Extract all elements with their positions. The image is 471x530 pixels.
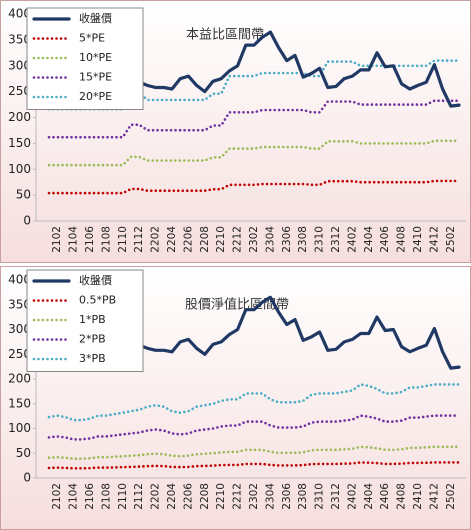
- x-tick-label: 2306: [281, 226, 293, 253]
- y-tick-label: 250: [8, 84, 31, 98]
- y-tick-label: 150: [8, 396, 31, 410]
- x-tick-label: 2312: [330, 226, 342, 253]
- x-tick-label: 2202: [150, 226, 162, 253]
- y-tick-label: 150: [8, 136, 31, 150]
- legend-box: [26, 7, 144, 110]
- y-tick-label: 100: [8, 162, 31, 176]
- y-tick-label: 200: [8, 372, 31, 386]
- chart-title: 本益比區間帶: [186, 28, 264, 43]
- legend-label: 5*PE: [79, 32, 105, 45]
- legend-label: 3*PB: [79, 352, 106, 365]
- y-tick-label: 50: [16, 188, 31, 202]
- x-tick-label: 2204: [166, 483, 178, 510]
- x-tick-label: 2306: [281, 483, 293, 510]
- legend-label: 15*PE: [79, 71, 112, 84]
- x-tick-label: 2308: [297, 226, 309, 253]
- y-tick-label: 0: [23, 214, 31, 228]
- x-tick-label: 2104: [68, 226, 80, 253]
- series-line: [47, 445, 461, 460]
- x-tick-label: 2210: [215, 226, 227, 253]
- x-tick-label: 2410: [412, 226, 424, 253]
- legend-label: 20*PE: [79, 90, 112, 103]
- series-line: [47, 461, 461, 470]
- x-tick-label: 2310: [314, 226, 326, 253]
- y-tick-label: 300: [8, 322, 31, 336]
- x-tick-label: 2304: [264, 483, 276, 510]
- x-tick-label: 2404: [363, 483, 375, 510]
- x-tick-label: 2406: [379, 226, 391, 253]
- x-tick-label: 2502: [445, 226, 457, 253]
- y-tick-label: 200: [8, 110, 31, 124]
- x-tick-label: 2106: [84, 483, 96, 510]
- legend-label: 2*PB: [79, 333, 106, 346]
- series-line: [47, 99, 461, 139]
- x-tick-label: 2412: [428, 483, 440, 510]
- x-tick-label: 2302: [248, 483, 260, 510]
- x-tick-label: 2502: [445, 483, 457, 510]
- x-tick-label: 2102: [51, 483, 63, 510]
- legend-box: [26, 269, 144, 372]
- legend-label: 收盤價: [79, 11, 112, 25]
- x-tick-label: 2208: [199, 226, 211, 253]
- y-tick-label: 350: [8, 32, 31, 46]
- x-tick-label: 2108: [100, 483, 112, 510]
- x-tick-label: 2206: [182, 483, 194, 510]
- x-tick-label: 2408: [396, 483, 408, 510]
- x-tick-label: 2110: [117, 226, 129, 253]
- x-tick-label: 2302: [248, 226, 260, 253]
- x-tick-label: 2412: [428, 226, 440, 253]
- series-line: [47, 179, 461, 195]
- x-tick-label: 2410: [412, 483, 424, 510]
- legend-label: 收盤價: [79, 273, 112, 287]
- x-tick-label: 2202: [150, 483, 162, 510]
- x-tick-label: 2406: [379, 483, 391, 510]
- x-tick-label: 2402: [346, 483, 358, 510]
- x-tick-label: 2308: [297, 483, 309, 510]
- legend-label: 10*PE: [79, 51, 112, 64]
- x-tick-label: 2212: [232, 226, 244, 253]
- x-tick-label: 2206: [182, 226, 194, 253]
- y-tick-label: 50: [16, 446, 31, 460]
- x-tick-label: 2112: [133, 483, 145, 510]
- y-tick-label: 0: [23, 471, 31, 485]
- y-tick-label: 400: [8, 7, 31, 21]
- x-tick-label: 2408: [396, 226, 408, 253]
- x-tick-label: 2402: [346, 226, 358, 253]
- legend-label: 1*PB: [79, 313, 106, 326]
- x-tick-label: 2108: [100, 226, 112, 253]
- x-tick-label: 2212: [232, 483, 244, 510]
- x-tick-label: 2104: [68, 483, 80, 510]
- y-tick-label: 350: [8, 297, 31, 311]
- x-tick-label: 2204: [166, 226, 178, 253]
- x-tick-label: 2106: [84, 226, 96, 253]
- y-tick-label: 100: [8, 421, 31, 435]
- x-tick-label: 2210: [215, 483, 227, 510]
- x-tick-label: 2404: [363, 226, 375, 253]
- x-tick-label: 2102: [51, 226, 63, 253]
- x-tick-label: 2208: [199, 483, 211, 510]
- series-line: [47, 139, 461, 167]
- x-tick-label: 2112: [133, 226, 145, 253]
- y-tick-label: 250: [8, 347, 31, 361]
- legend-label: 0.5*PB: [79, 294, 116, 307]
- x-tick-label: 2110: [117, 483, 129, 510]
- y-tick-label: 300: [8, 58, 31, 72]
- x-tick-label: 2304: [264, 226, 276, 253]
- y-tick-label: 400: [8, 273, 31, 287]
- x-tick-label: 2310: [314, 483, 326, 510]
- x-tick-label: 2312: [330, 483, 342, 510]
